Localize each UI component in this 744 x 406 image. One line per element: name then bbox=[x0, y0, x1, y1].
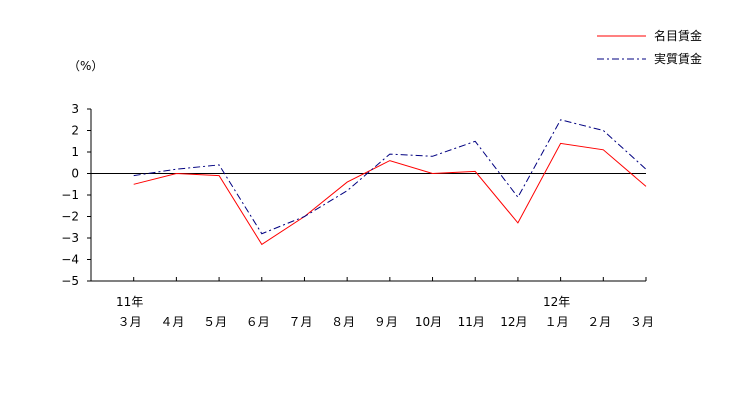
y-tick-label: −4 bbox=[61, 253, 79, 267]
x-tick-label: １月 bbox=[545, 315, 569, 329]
y-tick-label: 2 bbox=[71, 124, 79, 138]
series-group bbox=[133, 119, 647, 246]
y-tick-label: −2 bbox=[61, 210, 79, 224]
y-tick-label: 1 bbox=[71, 145, 79, 159]
x-tick-label: ６月 bbox=[246, 315, 270, 329]
x-tick-label: 10月 bbox=[415, 315, 442, 329]
legend-label-1: 名目賃金 bbox=[654, 28, 702, 43]
x-tick-label: ８月 bbox=[331, 315, 355, 329]
x-tick-label: ９月 bbox=[374, 315, 398, 329]
x-tick-label: ２月 bbox=[587, 315, 611, 329]
y-tick-label: −1 bbox=[61, 188, 79, 202]
series-line-2 bbox=[133, 119, 647, 235]
y-tick-label: −3 bbox=[61, 231, 79, 245]
x-tick-label: ５月 bbox=[203, 315, 227, 329]
x-tick-label: ７月 bbox=[288, 315, 312, 329]
x-tick-label: ３月 bbox=[630, 315, 654, 329]
year-label: 12年 bbox=[543, 295, 570, 309]
x-tick-label: 11月 bbox=[458, 315, 485, 329]
x-tick-label: ４月 bbox=[160, 315, 184, 329]
legend-label-2: 実質賃金 bbox=[654, 51, 702, 66]
y-axis-unit-label: （%） bbox=[68, 59, 103, 73]
y-tick-label: 0 bbox=[71, 167, 79, 181]
series-line-1 bbox=[133, 142, 647, 246]
year-label: 11年 bbox=[116, 295, 143, 309]
y-tick-label: −5 bbox=[61, 274, 79, 288]
axes: 3 2 1 0 −1 −2 −3 −4 −5 bbox=[61, 102, 647, 288]
x-axis-labels: ３月 ４月 ５月 ６月 ７月 ８月 ９月 10月 11月 12月 １月 ２月 ３月 11年 12年 bbox=[116, 295, 654, 329]
x-tick-label: ３月 bbox=[118, 315, 142, 329]
x-tick-label: 12月 bbox=[500, 315, 527, 329]
y-tick-label: 3 bbox=[71, 102, 79, 116]
